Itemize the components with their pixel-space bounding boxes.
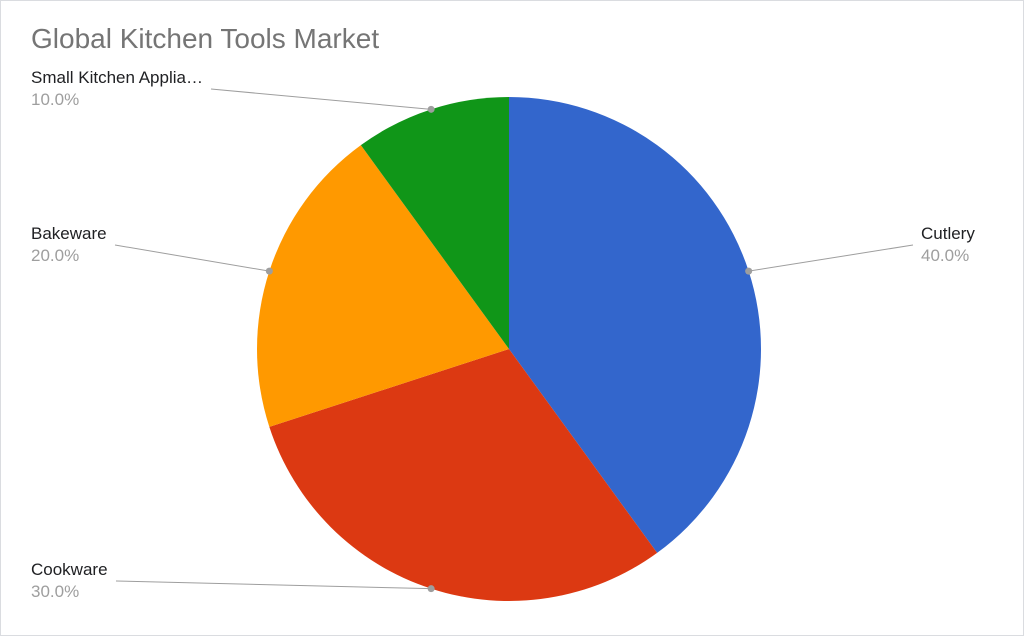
slice-label-name: Bakeware <box>31 223 107 245</box>
slice-label: Bakeware20.0% <box>31 223 107 267</box>
slice-label-name: Cutlery <box>921 223 975 245</box>
leader-dot <box>428 585 435 592</box>
leader-line <box>115 245 269 271</box>
slice-label-name: Cookware <box>31 559 108 581</box>
slice-label: Cookware30.0% <box>31 559 108 603</box>
leader-dot <box>745 268 752 275</box>
leader-line <box>749 245 913 271</box>
slice-label-pct: 30.0% <box>31 581 108 603</box>
chart-card: Global Kitchen Tools Market Cutlery40.0%… <box>0 0 1024 636</box>
slice-label-pct: 40.0% <box>921 245 975 267</box>
slice-label-pct: 20.0% <box>31 245 107 267</box>
leader-dot <box>266 268 273 275</box>
slice-label-name: Small Kitchen Applia… <box>31 67 203 89</box>
slice-label: Small Kitchen Applia…10.0% <box>31 67 203 111</box>
leader-dot <box>428 106 435 113</box>
leader-line <box>211 89 431 109</box>
slice-label: Cutlery40.0% <box>921 223 975 267</box>
slice-label-pct: 10.0% <box>31 89 203 111</box>
leader-line <box>116 581 431 589</box>
